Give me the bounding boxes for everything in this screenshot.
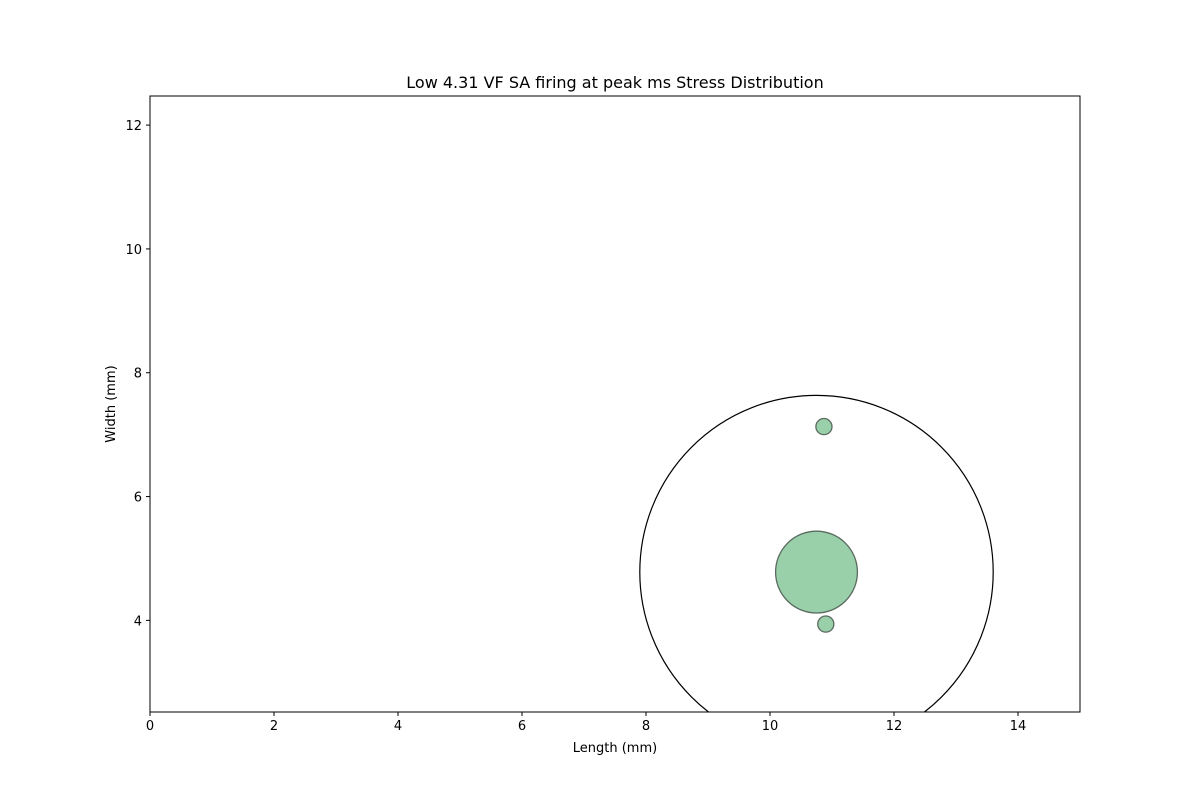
x-tick-label: 2 [270,719,278,734]
chart-title: Low 4.31 VF SA firing at peak ms Stress … [406,73,823,92]
x-tick-label: 6 [518,719,526,734]
x-tick-label: 10 [762,719,779,734]
y-tick-label: 12 [125,119,142,134]
plot-content [639,394,994,712]
stress-point-2 [817,615,835,633]
x-tick-label: 0 [146,719,154,734]
stress-point-1 [815,417,833,436]
plot-frame [149,95,1081,713]
x-tick-label: 12 [886,719,903,734]
x-tick-label: 14 [1010,719,1027,734]
y-tick-label: 10 [125,243,142,258]
x-axis-ticks: 0 2 4 6 8 10 12 14 [146,712,1026,734]
x-tick-label: 8 [642,719,650,734]
x-axis-label: Length (mm) [573,741,657,756]
y-tick-label: 4 [134,614,142,629]
outline-circle [639,394,994,712]
y-axis-ticks: 4 6 8 10 12 [125,119,150,629]
y-tick-label: 8 [134,367,142,382]
y-axis-label: Width (mm) [104,365,119,442]
x-tick-label: 4 [394,719,402,734]
stress-point-0 [774,530,859,614]
y-tick-label: 6 [134,491,142,506]
